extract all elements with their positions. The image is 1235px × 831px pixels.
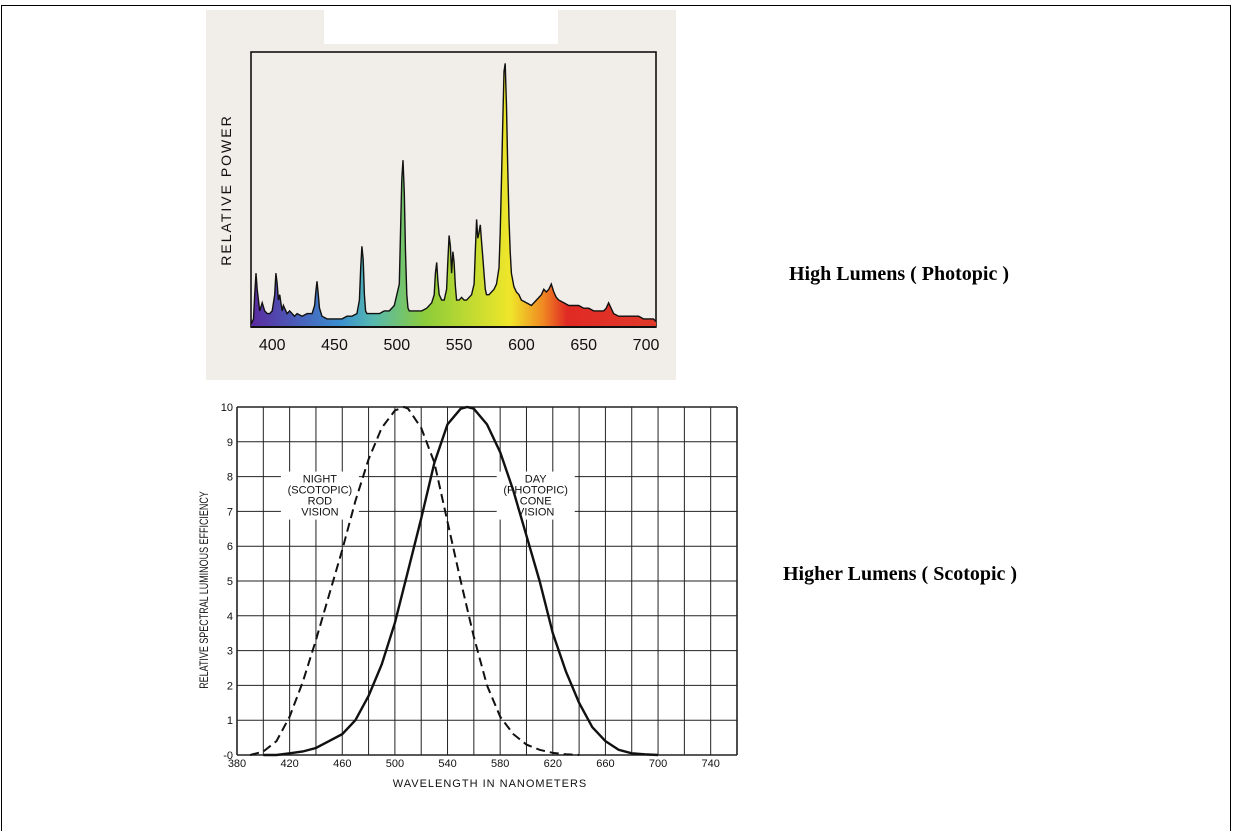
y-tick-label: 3 — [227, 646, 233, 658]
x-tick-label: 400 — [259, 337, 286, 354]
luminous-efficiency-figure: -0 1 2 3 4 5 6 7 8 9 10 380 420 460 500 540 580 620 660 70… — [165, 390, 745, 790]
x-tick-label: 550 — [446, 337, 473, 354]
curve-annotation-line: VISION — [301, 507, 338, 519]
curve-annotation-line: ROD — [308, 496, 333, 508]
photopic-curve — [263, 405, 659, 757]
y-tick-label: 8 — [227, 472, 233, 484]
curve-annotation-line: (SCOTOPIC) — [288, 485, 353, 497]
x-tick-label: 580 — [491, 758, 509, 770]
spectrum-line — [250, 63, 657, 325]
y-tick-label: 2 — [227, 680, 233, 692]
x-tick-label: 700 — [649, 758, 667, 770]
y-tick-label: 6 — [227, 541, 233, 553]
scotopic-caption: Higher Lumens ( Scotopic ) — [783, 563, 1018, 585]
x-tick-label: 740 — [702, 758, 720, 770]
spectral-power-chart: 400 450 500 550 600 650 700 RELATIVE POWER — [218, 51, 660, 354]
x-axis-label: WAVELENGTH IN NANOMETERS — [393, 778, 588, 790]
curve-annotation-line: NIGHT — [303, 474, 338, 486]
curve-annotation-line: VISION — [517, 507, 554, 519]
annotation-background — [280, 471, 359, 520]
y-tick-label: 1 — [227, 715, 233, 727]
y-tick-label: 7 — [227, 506, 233, 518]
luminous-efficiency-chart: -0 1 2 3 4 5 6 7 8 9 10 380 420 460 500 540 580 620 660 70… — [199, 402, 738, 790]
y-tick-label: 4 — [227, 611, 233, 623]
x-tick-label: 660 — [596, 758, 614, 770]
x-tick-label: 540 — [438, 758, 456, 770]
photopic-caption: High Lumens ( Photopic ) — [789, 263, 1010, 285]
scan-white-strip — [324, 10, 558, 44]
y-tick-label: 10 — [221, 402, 233, 414]
curve-annotation-line: DAY — [525, 474, 547, 486]
y-tick-label: 9 — [227, 437, 233, 449]
page-frame — [1, 5, 1231, 831]
y-axis-label: RELATIVE SPECTRAL LUMINOUS EFFICIENCY — [199, 491, 211, 689]
x-tick-label: 380 — [228, 758, 246, 770]
x-tick-label: 700 — [633, 337, 660, 354]
y-tick-label: 5 — [227, 576, 233, 588]
scotopic-curve — [249, 405, 580, 756]
curve-annotation-line: (PHOTOPIC) — [503, 485, 568, 497]
x-tick-label: 420 — [280, 758, 298, 770]
x-tick-label: 450 — [321, 337, 348, 354]
curve-annotation-line: CONE — [520, 496, 552, 508]
x-tick-label: 460 — [333, 758, 351, 770]
spectrum-area — [251, 63, 656, 328]
x-tick-label: 500 — [386, 758, 404, 770]
spectral-power-figure: 400 450 500 550 600 650 700 RELATIVE POWER — [206, 10, 676, 380]
x-tick-label: 500 — [383, 337, 410, 354]
y-tick-label: -0 — [223, 750, 233, 762]
x-tick-label: 620 — [544, 758, 562, 770]
y-axis-label: RELATIVE POWER — [218, 114, 234, 265]
x-tick-label: 650 — [570, 337, 597, 354]
x-tick-label: 600 — [508, 337, 535, 354]
